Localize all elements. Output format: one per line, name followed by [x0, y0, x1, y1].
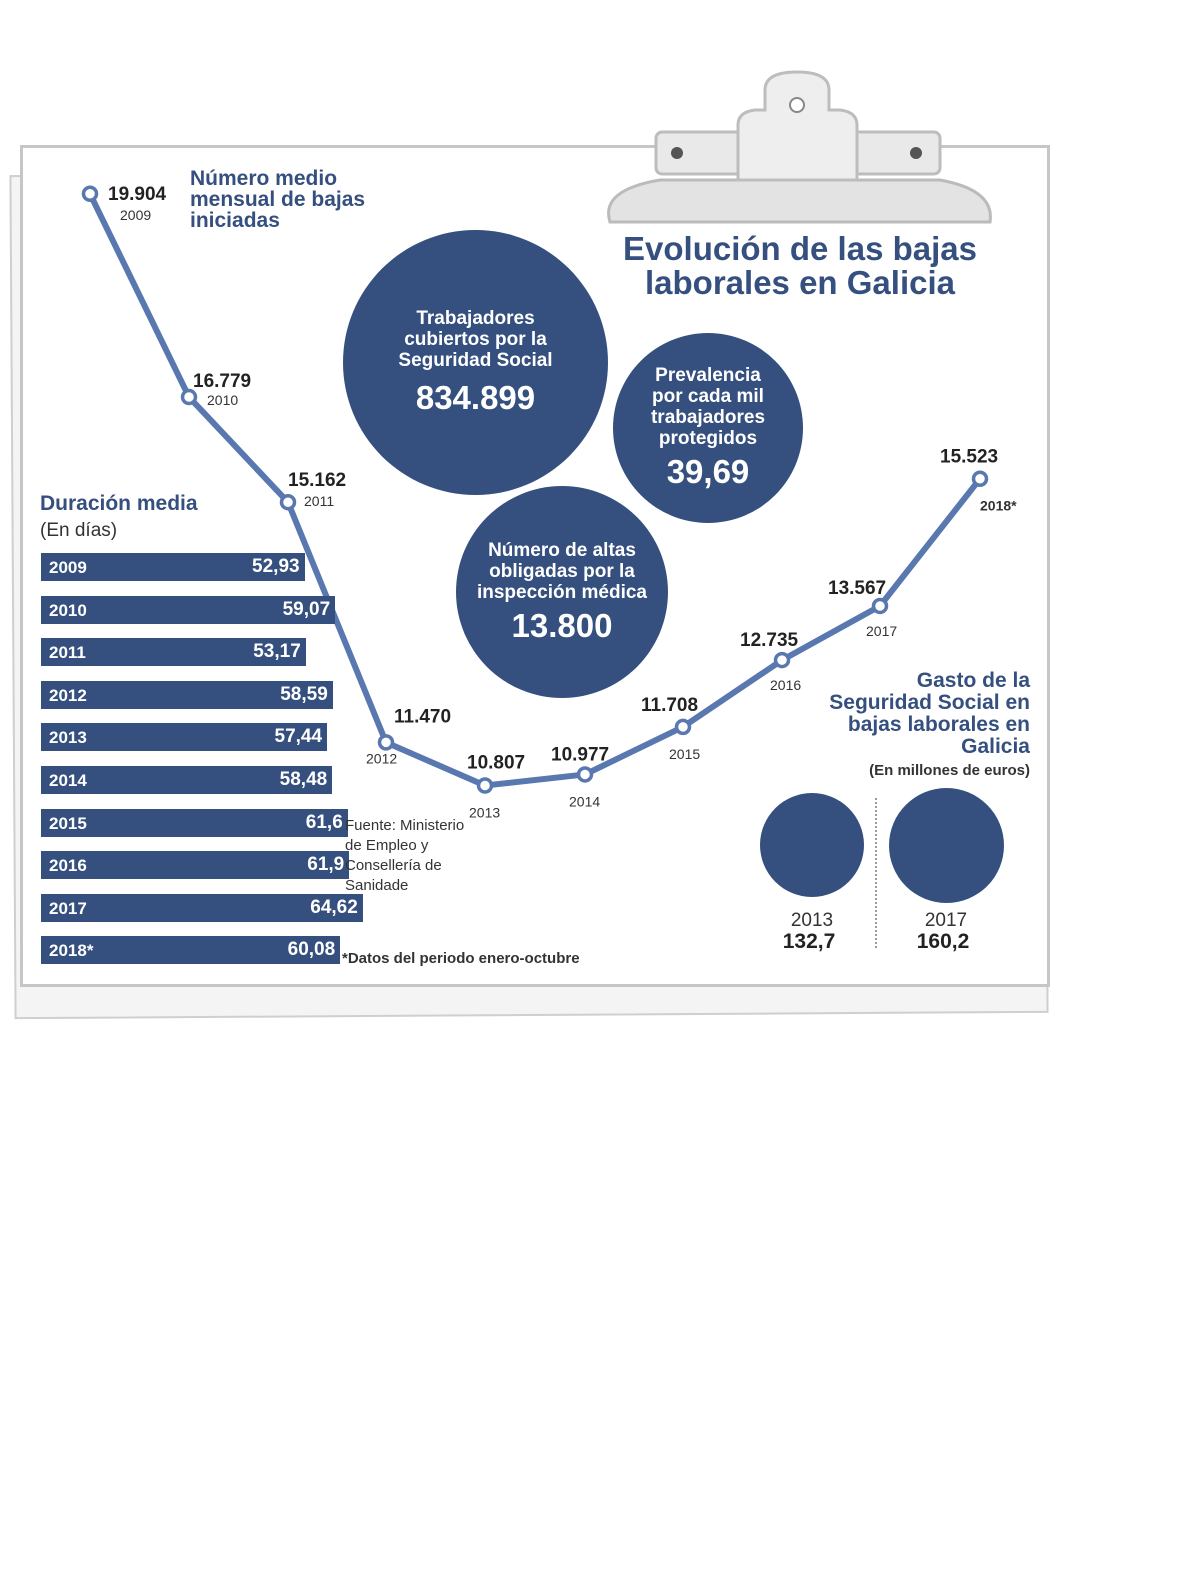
- bubble-label: Trabajadores cubiertos por la Seguridad …: [398, 308, 553, 371]
- duration-bar: 2018* 60,08: [41, 936, 341, 965]
- line-x-tick-label: 2016: [770, 677, 801, 693]
- duration-bar-value: 58,59: [280, 683, 328, 705]
- duration-bar-year: 2011: [49, 643, 86, 663]
- footnote: *Datos del periodo enero-octubre: [342, 950, 580, 967]
- bubble-prevalencia: Prevalencia por cada mil trabajadores pr…: [613, 333, 803, 523]
- line-point: [674, 718, 692, 736]
- duration-bar-value: 53,17: [253, 641, 301, 663]
- bubble-value: 39,69: [666, 453, 750, 490]
- line-x-tick-label: 2011: [304, 493, 334, 509]
- duration-bar: 2012 58,59: [41, 680, 333, 709]
- duration-bar: 2017 64,62: [41, 893, 363, 922]
- duration-bar-year: 2014: [49, 771, 87, 790]
- duration-bar-year: 2012: [49, 685, 87, 705]
- line-point: [871, 597, 889, 615]
- duration-bar-value: 59,07: [282, 598, 331, 620]
- duration-bar-value: 64,62: [310, 896, 358, 918]
- duration-title: Duración media: [40, 492, 198, 515]
- duration-bar-year: 2013: [49, 728, 87, 748]
- gasto-subtitle: (En millones de euros): [869, 762, 1030, 779]
- duration-bar: 2014 58,48: [41, 766, 333, 794]
- line-value-label: 15.523: [940, 447, 998, 468]
- line-x-tick-label: 2013: [469, 805, 500, 821]
- line-x-tick-label: 2014: [569, 793, 600, 809]
- bubble-value: 13.800: [511, 606, 613, 644]
- duration-bar: 2015 61,6: [41, 808, 348, 837]
- series-line: [87, 192, 983, 789]
- duration-bar: 2013 57,44: [41, 723, 328, 752]
- line-value-label: 15.162: [288, 470, 346, 491]
- line-point: [81, 185, 99, 203]
- line-value-label: 12.735: [740, 630, 799, 651]
- line-point: [377, 734, 395, 751]
- duration-bar: 2010 59,07: [41, 595, 336, 624]
- line-value-label: 11.470: [394, 706, 451, 727]
- duration-bar: 2011 53,17: [41, 638, 306, 667]
- gasto-year: 2017: [924, 910, 968, 931]
- line-value-label: 10.807: [467, 753, 525, 774]
- gasto-title: Gasto de la Seguridad Social en bajas la…: [829, 669, 1030, 758]
- line-point: [180, 388, 198, 406]
- infographic-title: Evolución de las bajas laborales en Gali…: [623, 230, 977, 301]
- line-point: [476, 777, 494, 794]
- duration-bar-value: 61,6: [305, 811, 343, 833]
- line-chart-title: Número medio mensual de bajas iniciadas: [190, 167, 366, 232]
- duration-bar-value: 60,08: [287, 939, 336, 961]
- gasto-value: 132,7: [782, 930, 836, 953]
- duration-bar-year: 2018*: [49, 941, 94, 961]
- bubble-label: Número de altas obligadas por la inspecc…: [476, 539, 647, 603]
- gasto-circle: [759, 792, 865, 898]
- source-note: Fuente: Ministerio de Empleo y Conseller…: [345, 817, 465, 894]
- line-value-label: 10.977: [551, 744, 609, 765]
- line-point: [971, 470, 989, 487]
- duration-bar-year: 2016: [49, 856, 87, 876]
- line-point: [576, 766, 594, 783]
- duration-bar-value: 57,44: [274, 726, 323, 748]
- gasto-value: 160,2: [916, 930, 970, 953]
- line-point: [773, 651, 791, 669]
- duration-bar-year: 2009: [49, 558, 87, 577]
- duration-subtitle: (En días): [40, 520, 118, 541]
- gasto-year: 2013: [790, 910, 834, 931]
- clipboard-clip-icon: [607, 70, 992, 224]
- line-x-tick-label: 2018*: [980, 498, 1017, 514]
- bubble-trabajadores: Trabajadores cubiertos por la Seguridad …: [343, 230, 608, 495]
- duration-bar-year: 2010: [49, 600, 87, 620]
- duration-bar-value: 58,48: [279, 769, 328, 790]
- line-x-tick-label: 2015: [669, 746, 700, 762]
- bubble-label: Prevalencia por cada mil trabajadores pr…: [650, 365, 766, 449]
- line-value-label: 11.708: [641, 695, 698, 716]
- line-x-tick-label: 2012: [366, 750, 397, 766]
- line-point: [279, 493, 297, 511]
- bubble-value: 834.899: [415, 379, 536, 416]
- line-x-tick-label: 2017: [866, 623, 897, 639]
- line-value-label: 13.567: [828, 578, 886, 599]
- line-value-label: 16.779: [193, 371, 251, 392]
- duration-bar-year: 2015: [49, 813, 87, 833]
- duration-bar: 2016 61,9: [41, 851, 350, 880]
- duration-bar-value: 52,93: [252, 556, 300, 577]
- duration-bar-year: 2017: [49, 898, 87, 918]
- duration-bar-value: 61,9: [307, 854, 345, 876]
- gasto-circle: [888, 787, 1004, 903]
- gasto-divider: [875, 798, 877, 948]
- duration-bar: 2009 52,93: [41, 553, 305, 581]
- line-x-tick-label: 2009: [120, 207, 151, 223]
- line-x-tick-label: 2010: [207, 392, 238, 408]
- line-value-label: 19.904: [108, 184, 167, 205]
- bubble-altas: Número de altas obligadas por la inspecc…: [456, 486, 668, 698]
